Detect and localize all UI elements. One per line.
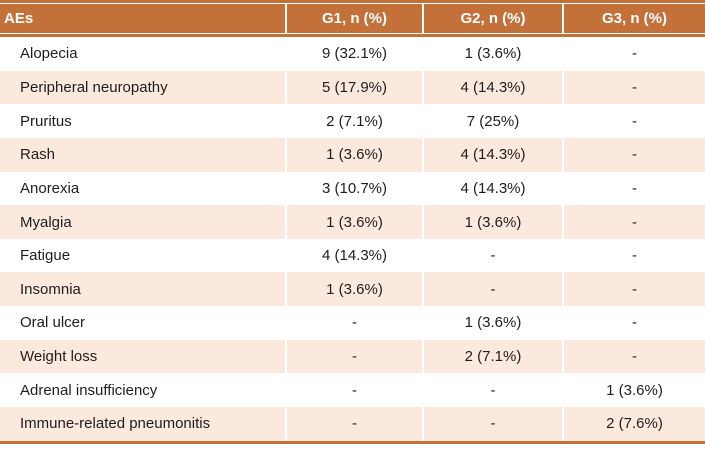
table-row: Peripheral neuropathy 5 (17.9%) 4 (14.3%) - (0, 70, 705, 105)
column-header-aes: AEs (4, 10, 34, 27)
g3-value-cell: 2 (7.6%) (562, 407, 705, 441)
table-row: Immune-related pneumonitis - -2 (7.6%) (0, 407, 705, 441)
ae-name-cell: Alopecia (20, 45, 78, 63)
g1-value-cell: 1 (3.6%) (285, 272, 422, 307)
column-header-g1: G1, n (%) (285, 4, 422, 33)
ae-name-cell: Myalgia (20, 213, 72, 231)
ae-name-cell: Insomnia (20, 280, 81, 298)
g3-value-cell: - (562, 205, 705, 239)
g1-value-cell: 1 (3.6%) (285, 137, 422, 172)
g2-value-cell: - (422, 373, 562, 408)
g1-value-cell: 9 (32.1%) (285, 37, 422, 71)
g2-value-cell: 7 (25%) (422, 104, 562, 138)
ae-name-cell: Pruritus (20, 112, 72, 130)
table-row: Weight loss -2 (7.1%) - (0, 339, 705, 374)
g1-value-cell: 1 (3.6%) (285, 205, 422, 239)
g3-value-cell: - (562, 339, 705, 374)
g1-value-cell: - (285, 373, 422, 408)
g2-value-cell: 1 (3.6%) (422, 37, 562, 71)
g1-value-cell: - (285, 407, 422, 441)
table-row: Alopecia 9 (32.1%) 1 (3.6%) - (0, 37, 705, 71)
ae-name-cell: Oral ulcer (20, 314, 86, 332)
ae-name-cell: Adrenal insufficiency (20, 381, 158, 399)
table-row: Rash 1 (3.6%) 4 (14.3%) - (0, 137, 705, 172)
table-row: Anorexia 3 (10.7%) 4 (14.3%) - (0, 171, 705, 206)
g3-value-cell: - (562, 137, 705, 172)
g1-value-cell: - (285, 339, 422, 374)
g2-value-cell: 2 (7.1%) (422, 339, 562, 374)
table-row: Insomnia 1 (3.6%) - - (0, 272, 705, 307)
table-row: Fatigue 4 (14.3%) - - (0, 238, 705, 273)
g1-value-cell: 3 (10.7%) (285, 171, 422, 206)
ae-name-cell: Weight loss (20, 348, 98, 366)
g3-value-cell: 1 (3.6%) (562, 373, 705, 408)
g3-value-cell: - (562, 272, 705, 307)
g2-value-cell: 4 (14.3%) (422, 137, 562, 172)
g3-value-cell: - (562, 104, 705, 138)
g1-value-cell: 5 (17.9%) (285, 70, 422, 105)
table-row: Myalgia 1 (3.6%) 1 (3.6%) - (0, 205, 705, 239)
g2-value-cell: 4 (14.3%) (422, 70, 562, 105)
g2-value-cell: - (422, 272, 562, 307)
table-bottom-border (0, 440, 705, 444)
ae-name-cell: Anorexia (20, 179, 80, 197)
column-header-g2: G2, n (%) (422, 4, 562, 33)
table-top-border (0, 0, 705, 3)
ae-name-cell: Peripheral neuropathy (20, 78, 168, 96)
table-body: Alopecia 9 (32.1%) 1 (3.6%) - Peripheral neu… (0, 37, 705, 441)
ae-name-cell: Fatigue (20, 247, 71, 265)
g1-value-cell: 2 (7.1%) (285, 104, 422, 138)
g3-value-cell: - (562, 70, 705, 105)
g3-value-cell: - (562, 306, 705, 340)
g2-value-cell: 4 (14.3%) (422, 171, 562, 206)
table-row: Adrenal insufficiency - -1 (3.6%) (0, 373, 705, 408)
g2-value-cell: - (422, 407, 562, 441)
header-divider (0, 34, 705, 37)
g1-value-cell: - (285, 306, 422, 340)
g2-value-cell: 1 (3.6%) (422, 205, 562, 239)
column-header-g3: G3, n (%) (562, 4, 705, 33)
table-row: Oral ulcer -1 (3.6%) - (0, 306, 705, 340)
g3-value-cell: - (562, 37, 705, 71)
g3-value-cell: - (562, 238, 705, 273)
table-header-row: AEs G1, n (%) G2, n (%) G3, n (%) (0, 4, 705, 33)
ae-name-cell: Immune-related pneumonitis (20, 415, 211, 433)
g3-value-cell: - (562, 171, 705, 206)
g1-value-cell: 4 (14.3%) (285, 238, 422, 273)
g2-value-cell: - (422, 238, 562, 273)
ae-name-cell: Rash (20, 146, 56, 164)
g2-value-cell: 1 (3.6%) (422, 306, 562, 340)
table-row: Pruritus 2 (7.1%) 7 (25%) - (0, 104, 705, 138)
